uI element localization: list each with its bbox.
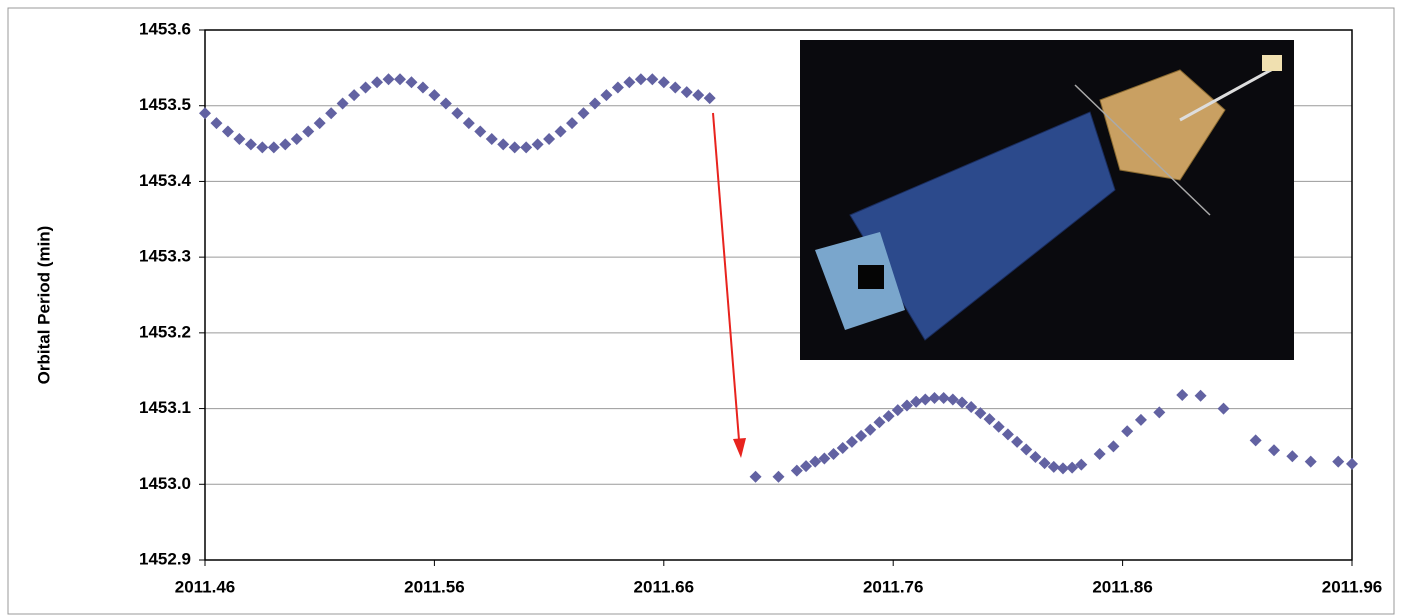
y-tick-label: 1453.4 [139, 171, 192, 190]
data-point [451, 107, 463, 119]
data-point [291, 133, 303, 145]
data-point [1075, 459, 1087, 471]
data-point [474, 125, 486, 137]
data-point [1218, 403, 1230, 415]
data-point [543, 133, 555, 145]
satellite-photo [800, 40, 1294, 360]
x-tick-label: 2011.86 [1092, 577, 1153, 596]
data-point [669, 82, 681, 94]
data-point [1268, 444, 1280, 456]
data-point [1029, 451, 1041, 463]
data-point [846, 436, 858, 448]
data-point [646, 73, 658, 85]
y-axis-label: Orbital Period (min) [34, 226, 53, 385]
data-point [405, 76, 417, 88]
data-point [919, 393, 931, 405]
data-point [233, 133, 245, 145]
data-point [1332, 456, 1344, 468]
data-point [279, 138, 291, 150]
data-point [337, 97, 349, 109]
y-tick-label: 1453.0 [139, 474, 191, 493]
data-point [837, 442, 849, 454]
data-point [938, 392, 950, 404]
data-point [360, 82, 372, 94]
chart: Orbital Period (min) 1452.9 1453.0 1453.1 1… [0, 0, 1402, 616]
data-point [773, 471, 785, 483]
y-tick-label: 1453.2 [139, 322, 191, 341]
data-point [750, 471, 762, 483]
data-point [245, 138, 257, 150]
data-point [509, 141, 521, 153]
data-point [1020, 443, 1032, 455]
data-point [1176, 389, 1188, 401]
data-point [1011, 436, 1023, 448]
data-point [600, 89, 612, 101]
data-point [1094, 448, 1106, 460]
data-point [658, 76, 670, 88]
data-point [210, 117, 222, 129]
data-point [371, 76, 383, 88]
data-point [348, 89, 360, 101]
x-tick-label: 2011.46 [175, 577, 236, 596]
data-point [1250, 434, 1262, 446]
x-tick-label: 2011.66 [634, 577, 695, 596]
y-tick-label: 1453.3 [139, 247, 191, 266]
data-point [256, 141, 268, 153]
data-point [302, 125, 314, 137]
data-point [993, 421, 1005, 433]
data-point [1121, 425, 1133, 437]
data-point [1002, 428, 1014, 440]
data-point [1346, 458, 1358, 470]
y-tick-label: 1453.1 [139, 398, 191, 417]
data-point [984, 413, 996, 425]
data-point [1107, 440, 1119, 452]
x-tick-label: 2011.56 [404, 577, 465, 596]
annotation-arrow [713, 113, 746, 458]
data-point [440, 97, 452, 109]
data-point [199, 107, 211, 119]
data-point [635, 73, 647, 85]
data-point [417, 82, 429, 94]
data-point [692, 89, 704, 101]
data-point [222, 125, 234, 137]
data-point [566, 117, 578, 129]
data-point [463, 117, 475, 129]
data-point [394, 73, 406, 85]
data-point [873, 416, 885, 428]
data-point [1135, 414, 1147, 426]
data-point [1066, 462, 1078, 474]
data-point [325, 107, 337, 119]
data-point [314, 117, 326, 129]
data-point [1286, 450, 1298, 462]
data-point [883, 410, 895, 422]
data-point [428, 89, 440, 101]
data-point [704, 92, 716, 104]
data-point [623, 76, 635, 88]
x-tick-label: 2011.96 [1322, 577, 1383, 596]
data-point [864, 424, 876, 436]
data-point [947, 393, 959, 405]
data-point [486, 133, 498, 145]
data-point [532, 138, 544, 150]
y-tick-label: 1453.6 [139, 19, 191, 38]
data-point [612, 82, 624, 94]
data-point [383, 73, 395, 85]
data-point [497, 138, 509, 150]
x-tick-label: 2011.76 [863, 577, 924, 596]
data-point [589, 97, 601, 109]
data-point [1305, 456, 1317, 468]
data-point [578, 107, 590, 119]
data-point [555, 125, 567, 137]
data-point [681, 86, 693, 98]
data-point [855, 430, 867, 442]
data-point [268, 141, 280, 153]
data-point [520, 141, 532, 153]
data-point [1195, 390, 1207, 402]
y-tick-label: 1453.5 [139, 95, 191, 114]
y-tick-label: 1452.9 [139, 549, 191, 568]
